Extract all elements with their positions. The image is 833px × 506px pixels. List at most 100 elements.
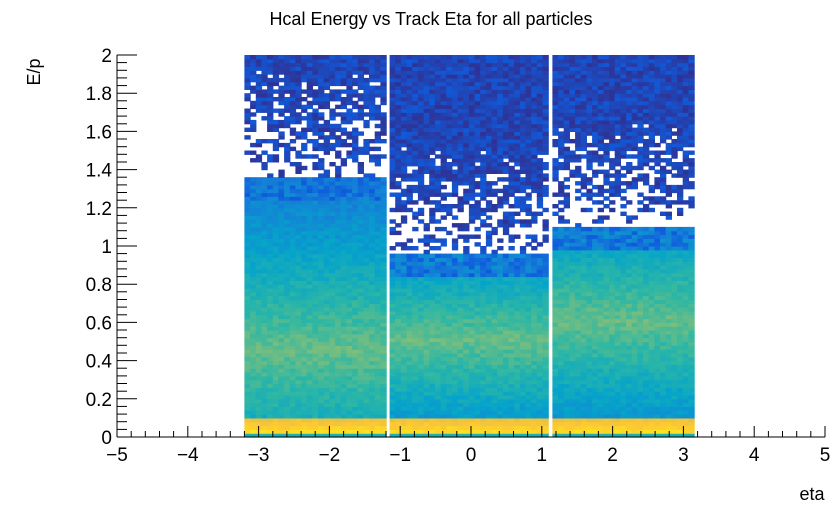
heatmap-cell xyxy=(329,235,335,239)
heatmap-cell xyxy=(307,296,313,300)
heatmap-cell xyxy=(284,372,290,376)
heatmap-cell xyxy=(250,223,256,227)
heatmap-cell xyxy=(284,177,290,181)
heatmap-cell xyxy=(558,55,564,59)
heatmap-cell xyxy=(458,292,464,296)
heatmap-cell xyxy=(363,284,369,288)
heatmap-cell xyxy=(278,55,284,59)
heatmap-cell xyxy=(352,380,358,384)
heatmap-cell xyxy=(429,391,435,395)
heatmap-cell xyxy=(429,353,435,357)
heatmap-cell xyxy=(324,284,330,288)
heatmap-cell xyxy=(261,97,267,101)
heatmap-cell xyxy=(295,330,301,334)
heatmap-cell xyxy=(486,364,492,368)
heatmap-cell xyxy=(395,101,401,105)
heatmap-cell xyxy=(273,330,279,334)
heatmap-cell xyxy=(458,261,464,265)
heatmap-cell xyxy=(312,219,318,223)
heatmap-cell xyxy=(492,300,498,304)
heatmap-cell xyxy=(324,173,330,177)
heatmap-cell xyxy=(446,70,452,74)
heatmap-cell xyxy=(509,97,515,101)
heatmap-cell xyxy=(244,238,250,242)
heatmap-cell xyxy=(261,204,267,208)
heatmap-cell xyxy=(329,269,335,273)
heatmap-cell xyxy=(301,300,307,304)
heatmap-cell xyxy=(307,261,313,265)
heatmap-cell xyxy=(352,254,358,258)
heatmap-cell xyxy=(278,296,284,300)
heatmap-cell xyxy=(324,193,330,197)
heatmap-cell xyxy=(346,212,352,216)
heatmap-cell xyxy=(380,391,386,395)
heatmap-cell xyxy=(497,292,503,296)
heatmap-cell xyxy=(278,357,284,361)
heatmap-cell xyxy=(520,380,526,384)
heatmap-cell xyxy=(514,361,520,365)
heatmap-cell xyxy=(284,78,290,82)
heatmap-cell xyxy=(335,242,341,246)
heatmap-cell xyxy=(256,372,262,376)
heatmap-cell xyxy=(301,395,307,399)
heatmap-cell xyxy=(358,242,364,246)
heatmap-cell xyxy=(401,254,407,258)
heatmap-cell xyxy=(452,131,458,135)
heatmap-cell xyxy=(531,105,537,109)
heatmap-cell xyxy=(341,342,347,346)
heatmap-cell xyxy=(480,208,486,212)
heatmap-cell xyxy=(375,269,381,273)
heatmap-cell xyxy=(358,162,364,166)
heatmap-cell xyxy=(295,353,301,357)
heatmap-cell xyxy=(446,231,452,235)
heatmap-cell xyxy=(341,112,347,116)
heatmap-cell xyxy=(486,410,492,414)
heatmap-cell xyxy=(475,357,481,361)
heatmap-cell xyxy=(412,101,418,105)
heatmap-cell xyxy=(307,212,313,216)
heatmap-cell xyxy=(369,364,375,368)
heatmap-cell xyxy=(480,173,486,177)
heatmap-cell xyxy=(492,330,498,334)
heatmap-cell xyxy=(475,63,481,67)
heatmap-cell xyxy=(346,395,352,399)
heatmap-cell xyxy=(509,181,515,185)
heatmap-cell xyxy=(290,177,296,181)
heatmap-cell xyxy=(358,277,364,281)
heatmap-cell xyxy=(441,384,447,388)
heatmap-cell xyxy=(244,303,250,307)
heatmap-cell xyxy=(380,97,386,101)
heatmap-cell xyxy=(261,357,267,361)
heatmap-cell xyxy=(520,82,526,86)
heatmap-cell xyxy=(261,109,267,113)
heatmap-cell xyxy=(375,429,381,433)
heatmap-cell xyxy=(401,59,407,63)
heatmap-cell xyxy=(390,143,396,147)
heatmap-cell xyxy=(301,342,307,346)
heatmap-cell xyxy=(463,93,469,97)
heatmap-cell xyxy=(312,124,318,128)
heatmap-cell xyxy=(441,364,447,368)
heatmap-cell xyxy=(407,55,413,59)
heatmap-cell xyxy=(526,303,532,307)
heatmap-cell xyxy=(520,364,526,368)
heatmap-cell xyxy=(458,422,464,426)
heatmap-cell xyxy=(543,349,549,353)
heatmap-cell xyxy=(244,151,250,155)
heatmap-cell xyxy=(380,120,386,124)
heatmap-cell xyxy=(509,361,515,365)
heatmap-cell xyxy=(463,97,469,101)
heatmap-cell xyxy=(520,277,526,281)
heatmap-cell xyxy=(412,158,418,162)
heatmap-cell xyxy=(363,208,369,212)
heatmap-cell xyxy=(435,338,441,342)
heatmap-cell xyxy=(469,265,475,269)
heatmap-cell xyxy=(307,124,313,128)
heatmap-cell xyxy=(335,97,341,101)
heatmap-cell xyxy=(244,311,250,315)
heatmap-cell xyxy=(284,273,290,277)
heatmap-cell xyxy=(492,78,498,82)
heatmap-cell xyxy=(469,151,475,155)
heatmap-cell xyxy=(295,193,301,197)
